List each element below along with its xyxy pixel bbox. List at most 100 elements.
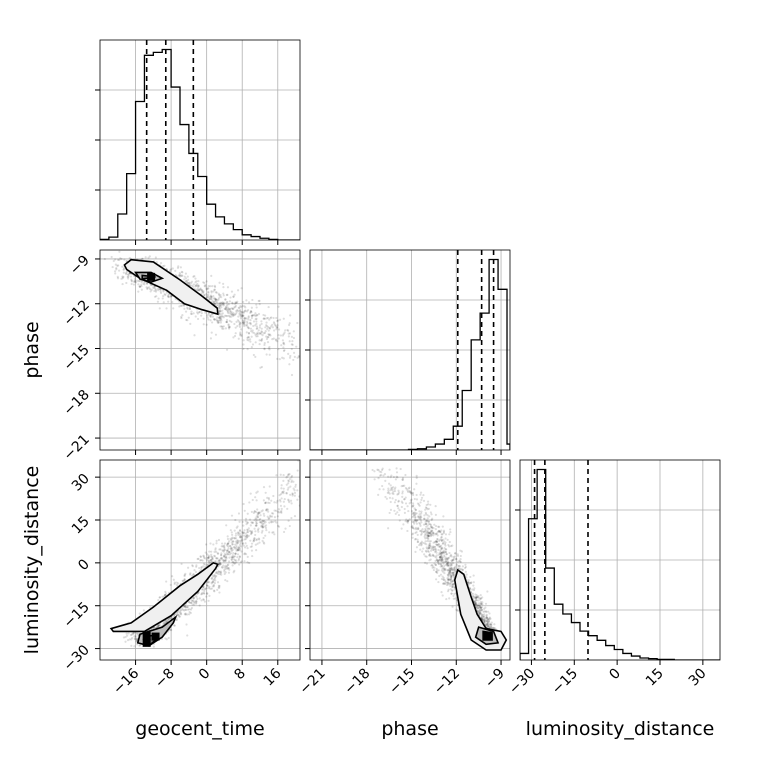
sample-point (437, 553, 440, 556)
sample-point (437, 569, 440, 572)
sample-point (255, 320, 258, 323)
sample-point (445, 556, 448, 559)
sample-point (440, 555, 443, 558)
sample-point (414, 512, 417, 515)
sample-point (222, 294, 225, 297)
sample-point (469, 582, 472, 585)
sample-point (435, 558, 439, 562)
sample-point (475, 599, 478, 602)
sample-point (447, 571, 451, 574)
sample-point (152, 286, 155, 289)
sample-point (474, 603, 477, 606)
sample-point (184, 606, 187, 609)
sample-point (223, 301, 226, 304)
sample-point (444, 567, 447, 570)
sample-point (197, 289, 200, 292)
sample-point (264, 314, 267, 317)
sample-point (247, 316, 250, 319)
sample-point (260, 327, 263, 330)
sample-point (435, 556, 438, 559)
sample-point (129, 633, 133, 637)
sample-point (250, 542, 254, 545)
sample-point (482, 617, 485, 620)
sample-point (440, 536, 443, 539)
sample-point (280, 509, 283, 513)
sample-point (220, 556, 224, 560)
sample-point (236, 319, 239, 322)
sample-point (292, 330, 295, 333)
sample-point (221, 566, 224, 569)
sample-point (416, 528, 419, 531)
sample-point (444, 557, 447, 560)
sample-point (191, 565, 194, 568)
sample-point (209, 542, 212, 545)
sample-point (413, 497, 416, 501)
sample-point (411, 492, 414, 495)
x-tick-label-geocent_time: −16 (110, 665, 142, 697)
sample-point (255, 325, 259, 328)
sample-point (463, 566, 467, 570)
sample-point (241, 542, 244, 545)
sample-point (485, 613, 488, 616)
sample-point (451, 572, 454, 576)
sample-point (425, 546, 428, 549)
sample-point (242, 314, 245, 317)
sample-point (236, 539, 239, 542)
sample-point (434, 570, 438, 573)
sample-point (443, 555, 446, 558)
sample-point (473, 601, 476, 604)
sample-point (451, 586, 454, 589)
sample-point (407, 519, 410, 523)
sample-point (219, 321, 222, 324)
panel-phase-geocent_time (99, 249, 301, 451)
sample-point (234, 543, 237, 546)
sample-point (427, 538, 430, 541)
sample-point (439, 573, 443, 576)
sample-point (382, 488, 385, 491)
sample-point (192, 573, 195, 576)
sample-point (180, 304, 183, 307)
sample-point (210, 297, 213, 300)
sample-point (135, 631, 139, 634)
sample-point (265, 528, 268, 532)
sample-point (116, 277, 120, 280)
sample-point (445, 553, 448, 556)
sample-point (297, 460, 300, 462)
sample-point (414, 526, 418, 529)
sample-point (178, 274, 181, 277)
sample-point (288, 524, 291, 528)
sample-point (426, 530, 429, 534)
sample-point (226, 542, 230, 545)
sample-point (259, 514, 262, 517)
sample-point (486, 620, 489, 624)
sample-point (225, 551, 228, 554)
sample-point (454, 565, 457, 568)
sample-point (229, 529, 232, 532)
sample-point (278, 498, 281, 502)
sample-point (294, 485, 297, 488)
sample-point (450, 559, 453, 562)
sample-point (122, 636, 126, 639)
sample-point (237, 548, 240, 552)
sample-point (276, 499, 279, 502)
sample-point (257, 511, 260, 514)
sample-point (397, 513, 401, 517)
sample-point (238, 563, 241, 566)
sample-point (135, 637, 139, 640)
sample-point (450, 575, 453, 578)
sample-point (210, 581, 214, 584)
sample-point (438, 555, 442, 559)
sample-point (289, 499, 293, 502)
sample-point (186, 319, 189, 322)
sample-point (251, 314, 254, 317)
sample-point (220, 553, 223, 556)
sample-point (471, 595, 475, 598)
sample-point (263, 347, 266, 351)
sample-point (250, 531, 254, 534)
sample-point (486, 625, 490, 628)
sample-point (231, 543, 234, 546)
sample-point (488, 618, 491, 621)
sample-point (273, 322, 276, 325)
sample-point (406, 505, 409, 508)
sample-point (401, 492, 404, 495)
